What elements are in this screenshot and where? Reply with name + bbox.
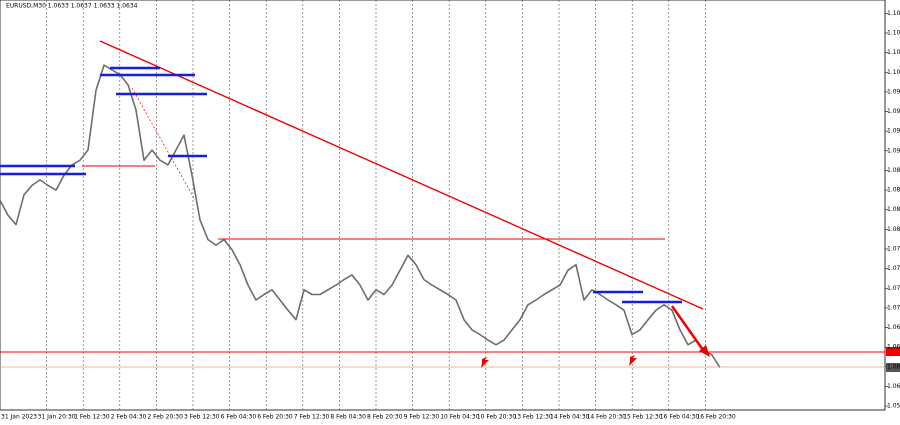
drawings (0, 40, 900, 372)
arrow-up (629, 355, 637, 366)
x-tick-label: 8 Feb 04:30 (330, 414, 366, 421)
y-tick-label: 1.076 (887, 265, 900, 272)
x-tick-label: 16 Feb 20:30 (696, 414, 736, 421)
y-tick-label: 1.0685 (887, 324, 900, 331)
x-tick-label: 14 Feb 04:30 (550, 414, 590, 421)
y-tick-label: 1.0885 (887, 167, 900, 174)
y-tick-label: 1.0635 (887, 363, 900, 370)
y-tick-label: 1.096 (887, 108, 900, 115)
y-tick-label: 1.061 (887, 383, 900, 390)
price-marker (886, 363, 900, 372)
x-tick-label: 2 Feb 04:30 (111, 414, 147, 421)
y-tick-label: 1.081 (887, 226, 900, 233)
plot-frame (0, 0, 886, 411)
x-tick-label: 7 Feb 12:30 (294, 414, 330, 421)
x-tick-label: 6 Feb 04:30 (221, 414, 257, 421)
x-tick-label: 6 Feb 20:30 (257, 414, 293, 421)
x-tick-label: 10 Feb 04:30 (440, 414, 480, 421)
arrow-up (481, 357, 489, 368)
y-tick-label: 1.0835 (887, 206, 900, 213)
x-tick-label: 31 Jan 20:30 (38, 414, 76, 421)
y-tick-label: 1.106 (887, 29, 900, 36)
y-tick-label: 1.101 (887, 69, 900, 76)
x-tick-label: 13 Feb 12:30 (513, 414, 553, 421)
grid (46, 0, 888, 410)
y-tick-label: 1.0785 (887, 245, 900, 252)
y-tick-label: 1.1085 (887, 10, 900, 17)
y-tick-label: 1.1035 (887, 49, 900, 56)
y-tick-label: 1.0585 (887, 403, 900, 410)
price-marker (886, 347, 900, 356)
y-tick-label: 1.066 (887, 344, 900, 351)
x-tick-label: 16 Feb 04:30 (660, 414, 700, 421)
y-tick-label: 1.0985 (887, 88, 900, 95)
arrow-head (699, 345, 710, 357)
x-tick-label: 31 Jan 2023 (1, 414, 37, 421)
y-tick-label: 1.0935 (887, 128, 900, 135)
x-tick-label: 15 Feb 12:30 (623, 414, 663, 421)
trend-line-dotted (131, 87, 196, 201)
y-tick-label: 1.091 (887, 147, 900, 154)
x-tick-label: 9 Feb 12:30 (404, 414, 440, 421)
x-tick-label: 8 Feb 20:30 (367, 414, 403, 421)
trend-line (99, 40, 704, 310)
x-tick-label: 14 Feb 20:30 (587, 414, 627, 421)
x-tick-label: 10 Feb 20:30 (477, 414, 517, 421)
x-tick-label: 1 Feb 12:30 (74, 414, 110, 421)
x-tick-label: 3 Feb 12:30 (184, 414, 220, 421)
y-tick-label: 1.071 (887, 304, 900, 311)
x-tick-label: 2 Feb 20:30 (147, 414, 183, 421)
chart-title: EURUSD,M30 1.0633 1.0637 1.0633 1.0634 (6, 3, 138, 10)
y-tick-label: 1.086 (887, 187, 900, 194)
y-tick-label: 1.0735 (887, 285, 900, 292)
arrow (670, 305, 705, 351)
